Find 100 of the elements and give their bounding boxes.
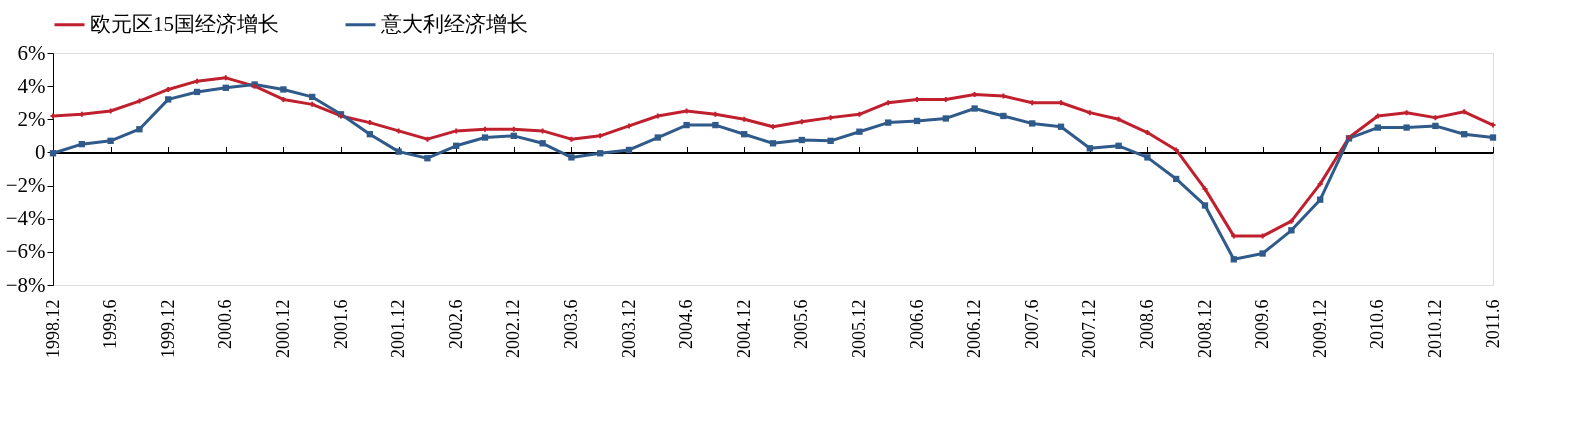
point [511, 126, 517, 132]
point [828, 115, 834, 121]
point [1144, 130, 1150, 136]
point [481, 134, 489, 141]
point [1490, 122, 1496, 128]
point [1144, 154, 1151, 161]
point [856, 128, 863, 135]
point [799, 119, 805, 125]
point [424, 136, 430, 142]
x-tick-label: 2005.12 [848, 299, 869, 358]
point [223, 75, 229, 81]
point [107, 137, 114, 144]
point [913, 117, 921, 125]
point [741, 116, 747, 122]
point [309, 93, 316, 101]
point [626, 123, 632, 129]
point [798, 136, 805, 144]
y-tick-label: 6% [17, 40, 46, 65]
point [568, 154, 575, 161]
point [971, 105, 978, 112]
x-tick-label: 1999.6 [100, 299, 121, 349]
point [1288, 218, 1294, 224]
point [79, 111, 85, 117]
point [539, 140, 546, 147]
point [1029, 100, 1035, 106]
x-tick-label: 2007.12 [1079, 299, 1100, 358]
point [1173, 147, 1179, 153]
point [424, 155, 431, 162]
point [1489, 134, 1497, 141]
point [482, 126, 488, 132]
point [1317, 181, 1323, 187]
point [193, 88, 201, 96]
point [683, 121, 690, 129]
x-tick-label: 2011.6 [1482, 299, 1503, 349]
point [1374, 124, 1381, 131]
x-tick-label: 1998.12 [42, 299, 63, 358]
legend-label: 意大利经济增长 [380, 11, 528, 36]
point [1057, 123, 1065, 130]
point [1115, 142, 1122, 149]
y-tick-label: −8% [5, 272, 46, 297]
point [597, 150, 604, 157]
y-tick-label: 0 [35, 139, 46, 164]
point [1288, 227, 1295, 234]
point [309, 101, 315, 107]
point [1260, 233, 1266, 239]
point [222, 84, 229, 91]
point [770, 124, 776, 130]
point [136, 98, 142, 104]
point [366, 131, 373, 138]
point [1058, 100, 1064, 106]
x-tick-label: 2008.12 [1194, 299, 1215, 358]
x-tick-label: 2003.6 [560, 299, 581, 349]
x-tick-label: 2005.6 [791, 299, 812, 349]
point [1202, 186, 1208, 192]
x-tick-label: 1999.12 [157, 299, 178, 358]
legend-label: 欧元区15国经济增长 [90, 11, 279, 36]
x-tick-label: 2006.12 [964, 299, 985, 358]
x-tick-label: 2009.12 [1309, 299, 1330, 358]
point [510, 132, 517, 140]
point [1116, 116, 1122, 122]
x-tick-label: 2001.12 [388, 299, 409, 358]
x-tick-label: 2010.6 [1367, 299, 1388, 349]
point [280, 96, 286, 102]
point [1317, 196, 1324, 203]
y-tick-label: −6% [5, 239, 46, 264]
point [625, 146, 633, 154]
point [769, 140, 777, 147]
point [1000, 112, 1007, 120]
point [1432, 115, 1438, 121]
x-tick-label: 2010.12 [1424, 299, 1445, 358]
x-tick-label: 2000.6 [215, 299, 236, 349]
point [885, 100, 891, 106]
x-tick-label: 2004.6 [676, 299, 697, 349]
point [712, 111, 718, 117]
point [943, 96, 949, 102]
point [136, 126, 143, 133]
x-tick-label: 2007.6 [1021, 299, 1042, 349]
point [1230, 256, 1237, 263]
point [885, 119, 892, 126]
point [367, 120, 373, 126]
y-tick-label: −2% [5, 173, 46, 198]
x-tick-label: 2006.6 [906, 299, 927, 349]
x-tick-label: 2002.6 [445, 299, 466, 349]
point [165, 96, 172, 103]
point [712, 121, 719, 129]
point [942, 115, 949, 122]
y-tick-label: −4% [5, 206, 46, 231]
point [1403, 124, 1410, 131]
point [453, 128, 459, 134]
y-tick-label: 2% [17, 106, 46, 131]
point [568, 136, 574, 142]
x-tick-label: 2001.6 [330, 299, 351, 349]
point [108, 108, 114, 114]
point [1087, 110, 1093, 116]
point [1029, 120, 1036, 127]
point [1461, 109, 1467, 115]
point [395, 148, 402, 155]
point [1404, 110, 1410, 116]
point [1086, 145, 1093, 152]
point [1173, 175, 1180, 183]
